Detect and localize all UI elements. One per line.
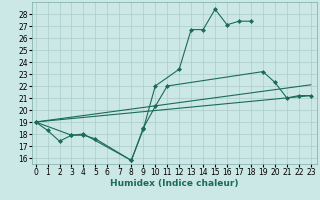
X-axis label: Humidex (Indice chaleur): Humidex (Indice chaleur) (110, 179, 239, 188)
